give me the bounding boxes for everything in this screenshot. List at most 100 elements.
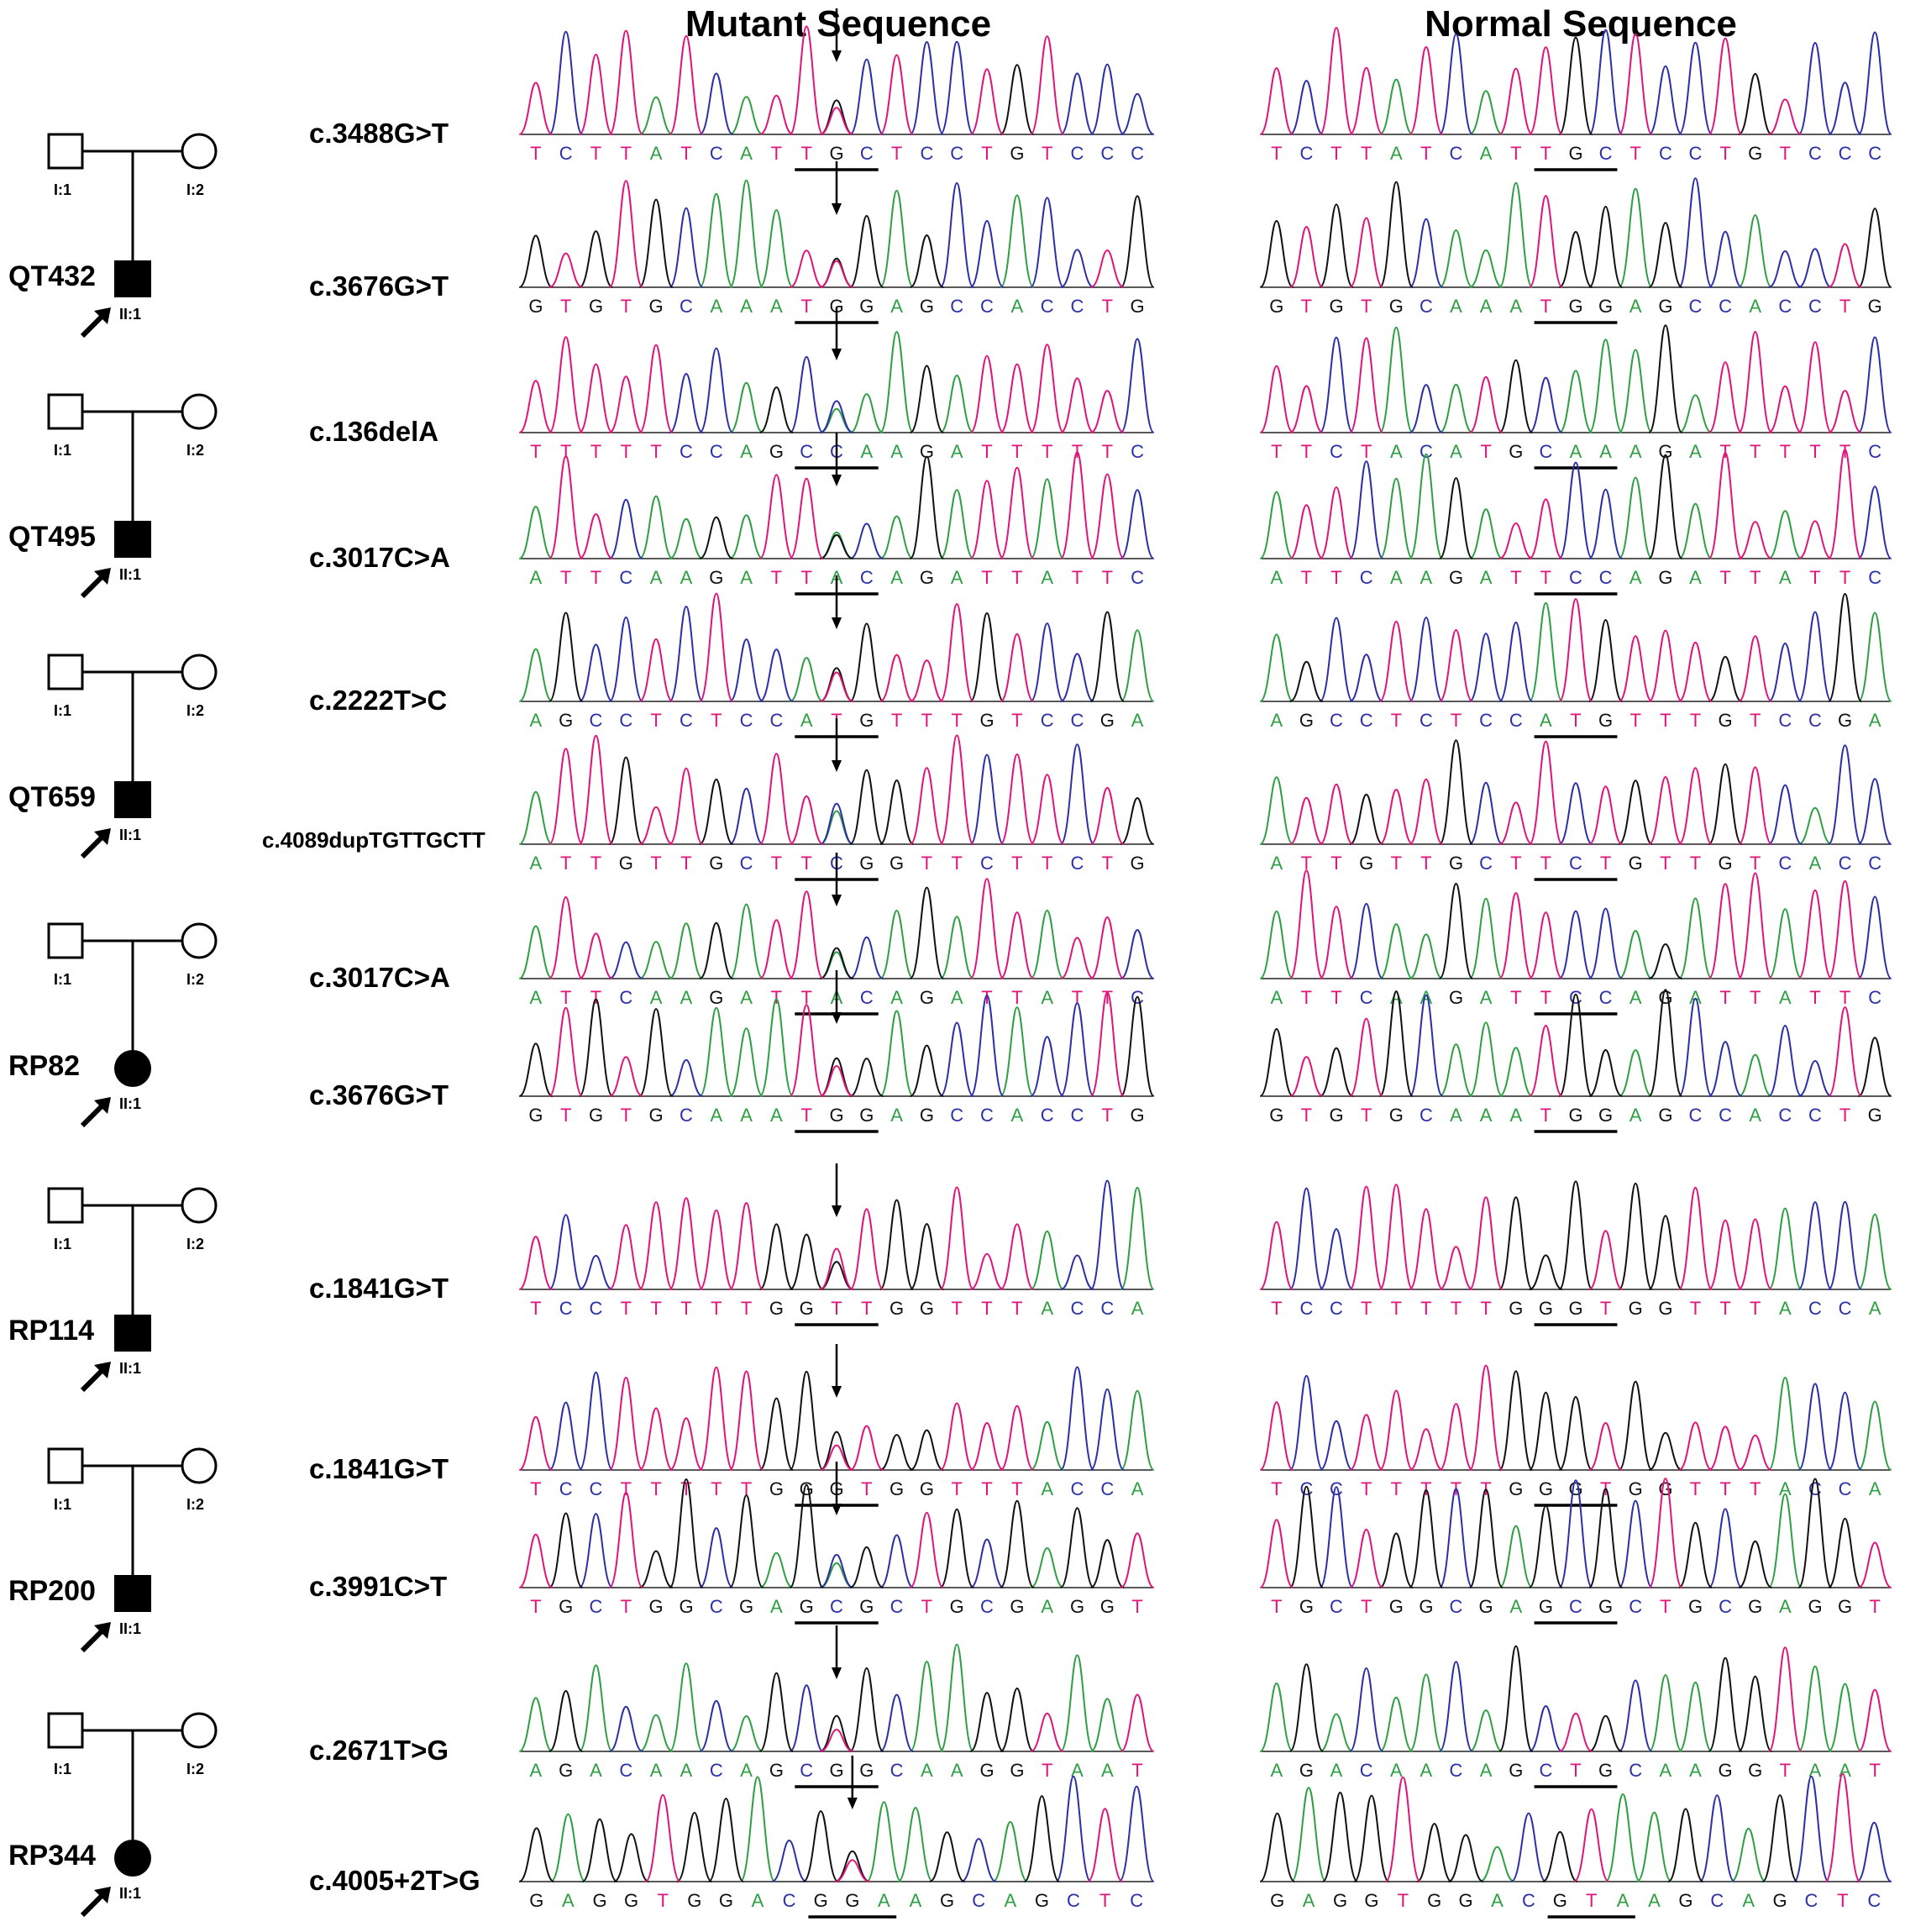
base-letter: T <box>1271 143 1282 164</box>
trace-c <box>1409 994 1832 1097</box>
base-letter: T <box>981 567 992 588</box>
base-letter: T <box>1102 296 1113 317</box>
base-letter: A <box>1270 987 1283 1008</box>
base-letter: C <box>1569 987 1582 1008</box>
base-letter: C <box>1299 1298 1313 1319</box>
mutation-arrowhead <box>832 1386 842 1398</box>
trace-a <box>518 629 1155 702</box>
base-letter: A <box>1303 1890 1315 1911</box>
base-letter: T <box>1271 441 1282 462</box>
proband-arrowhead <box>94 307 111 324</box>
base-letter: T <box>921 710 932 731</box>
base-letter: G <box>769 1760 784 1781</box>
base-letter: T <box>1809 987 1820 1008</box>
base-letter: T <box>530 1596 541 1617</box>
base-letter: T <box>1780 441 1791 462</box>
base-letter: T <box>771 143 782 164</box>
base-letter: C <box>1778 1105 1792 1126</box>
base-letter: G <box>769 1298 784 1319</box>
base-letter: G <box>1419 1596 1433 1617</box>
base-letter: T <box>1301 441 1312 462</box>
base-letter: T <box>1102 441 1113 462</box>
base-letter: T <box>1570 710 1581 731</box>
base-letter: G <box>649 1596 664 1617</box>
mutant-sequence-header: Mutant Sequence <box>685 3 992 45</box>
base-letter: T <box>560 1105 571 1126</box>
base-letter: C <box>710 143 723 164</box>
base-letter: T <box>1719 567 1730 588</box>
base-letter: T <box>771 567 782 588</box>
base-letter: C <box>1569 853 1582 874</box>
affected-male-square <box>114 260 151 297</box>
base-letter: C <box>1131 567 1144 588</box>
proband-gen-label: II:1 <box>119 306 142 323</box>
base-letter: C <box>710 441 723 462</box>
base-letter: C <box>1299 1478 1313 1499</box>
trace-a <box>699 179 1035 288</box>
base-letter: G <box>859 296 874 317</box>
variant-name-label: c.1841G>T <box>309 1273 449 1304</box>
base-letter: T <box>680 853 691 874</box>
base-letter: G <box>800 1596 814 1617</box>
base-letter: A <box>1450 441 1462 462</box>
trace-g <box>548 611 1125 702</box>
base-letter: G <box>940 1890 954 1911</box>
base-letter: G <box>1719 853 1733 874</box>
trace-c <box>1349 1661 1653 1752</box>
trace-c <box>548 30 1155 135</box>
base-letter: T <box>1837 1890 1848 1911</box>
trace-a <box>1767 1376 1892 1471</box>
base-letter: G <box>1719 1760 1733 1781</box>
mutation-arrowhead <box>832 1504 842 1515</box>
base-letter: T <box>1750 441 1761 462</box>
trace-g <box>1259 989 1892 1097</box>
trace-a <box>699 998 1035 1097</box>
base-letter: C <box>769 710 783 731</box>
base-letter: C <box>1868 987 1881 1008</box>
trace-t <box>548 180 1125 288</box>
base-letter: G <box>1658 296 1672 317</box>
base-letter: C <box>1710 1890 1724 1911</box>
father-gen-label: I:1 <box>54 181 72 198</box>
normal-sequence-header: Normal Sequence <box>1425 3 1737 45</box>
father-gen-label: I:1 <box>54 1761 72 1777</box>
mutation-arrowhead <box>847 1798 858 1809</box>
base-letter: G <box>829 1105 843 1126</box>
base-letter: T <box>951 710 962 731</box>
base-letter: A <box>650 1760 663 1781</box>
trace-g <box>1259 181 1892 288</box>
base-letter: T <box>1330 853 1341 874</box>
base-letter: C <box>1330 710 1343 731</box>
base-letter: A <box>1270 567 1283 588</box>
base-letter: C <box>1808 1478 1822 1499</box>
base-letter: T <box>1102 853 1113 874</box>
base-letter: T <box>560 853 571 874</box>
base-letter: T <box>590 441 601 462</box>
mutation-arrowhead <box>832 349 842 360</box>
base-letter: G <box>890 853 904 874</box>
base-letter: G <box>890 1298 904 1319</box>
mutation-arrowhead <box>832 617 842 629</box>
base-letter: C <box>1839 853 1852 874</box>
base-letter: A <box>951 1760 963 1781</box>
base-letter: A <box>1689 1760 1702 1781</box>
base-letter: G <box>1509 1478 1523 1499</box>
base-letter: A <box>1648 1890 1661 1911</box>
base-letter: A <box>710 296 722 317</box>
base-letter: C <box>1868 567 1881 588</box>
base-letter: G <box>829 1760 843 1781</box>
trace-c <box>1349 895 1892 979</box>
proband-arrowhead <box>94 1622 111 1639</box>
base-letter: A <box>1629 567 1642 588</box>
variant-name-label: c.4089dupTGTTGCTT <box>262 827 485 853</box>
base-letter: T <box>891 710 902 731</box>
base-letter: G <box>1598 710 1613 731</box>
base-letter: T <box>741 1298 752 1319</box>
base-letter: C <box>1071 1105 1084 1126</box>
base-letter: C <box>980 853 994 874</box>
base-letter: C <box>740 853 753 874</box>
trace-t <box>548 991 1125 1097</box>
